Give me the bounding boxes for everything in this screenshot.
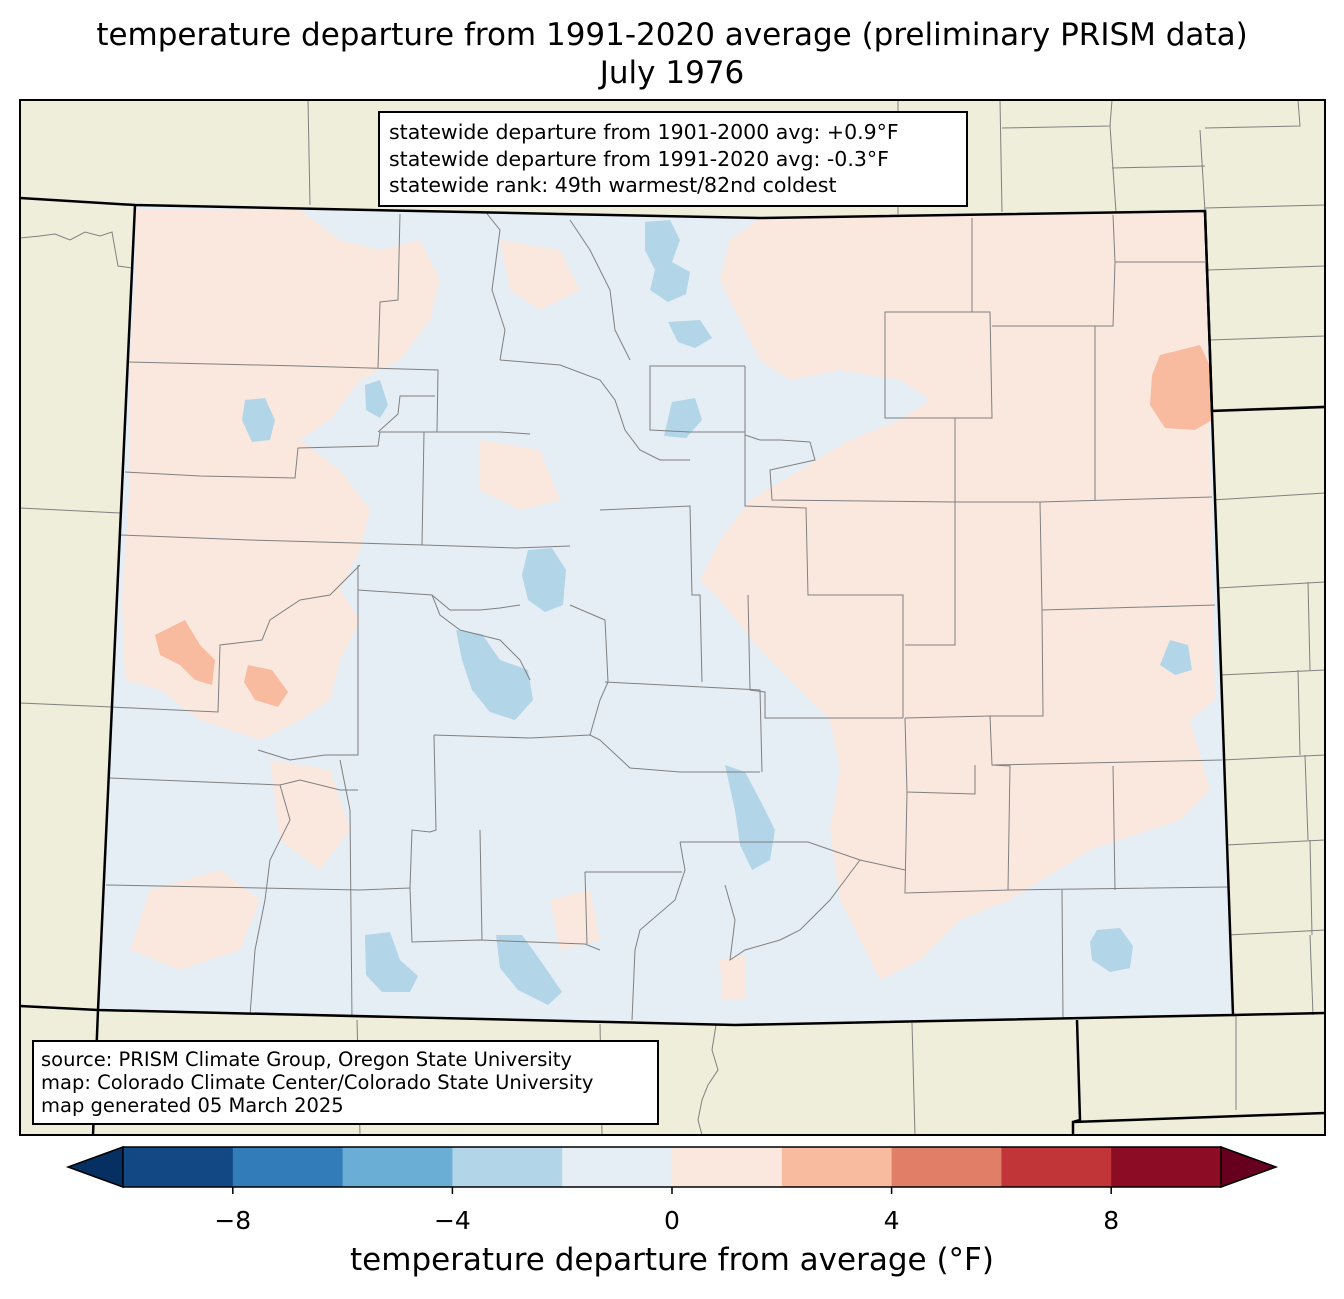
colorbar-tick-label: 4 — [884, 1206, 900, 1235]
colorbar-segment — [672, 1147, 783, 1187]
colorbar-segment — [232, 1147, 344, 1187]
colorbar-segment — [452, 1147, 563, 1187]
colorbar-segment — [342, 1147, 453, 1187]
map-credit-line: map: Colorado Climate Center/Colorado St… — [41, 1071, 594, 1094]
warm-anomaly-2to4 — [155, 345, 1212, 707]
warm-anomaly-areas — [122, 210, 1215, 1000]
colorbar-segment — [123, 1147, 234, 1187]
map-subtitle-date: July 1976 — [599, 55, 745, 91]
colorbar-segment — [891, 1147, 1002, 1187]
colorbar-tick-label: −4 — [434, 1206, 471, 1235]
colorbar-segment — [562, 1147, 673, 1187]
colorbar-tick-label: 8 — [1103, 1206, 1119, 1235]
source-box: source: PRISM Climate Group, Oregon Stat… — [32, 1040, 659, 1125]
county-lines — [105, 209, 1229, 1021]
colorbar-segment — [1111, 1147, 1222, 1187]
map-frame — [19, 99, 1326, 1136]
generated-date-line: map generated 05 March 2025 — [41, 1094, 344, 1117]
statewide-stats-box: statewide departure from 1901-2000 avg: … — [378, 111, 968, 207]
colorbar-extend-high — [1220, 1145, 1279, 1189]
colorbar-segment — [781, 1147, 893, 1187]
colorbar-label: temperature departure from average (°F) — [350, 1242, 994, 1278]
stats-departure-1991-2020: statewide departure from 1991-2020 avg: … — [389, 146, 889, 171]
stats-departure-1901-2000: statewide departure from 1901-2000 avg: … — [389, 120, 899, 144]
colorbar-segment — [1001, 1147, 1112, 1187]
stats-rank: statewide rank: 49th warmest/82nd coldes… — [389, 173, 837, 197]
cool-anomaly-areas — [242, 220, 1192, 1005]
colorbar-extend-low — [65, 1145, 124, 1189]
colorbar-tick-label: −8 — [214, 1206, 251, 1235]
colorbar-tick-label: 0 — [664, 1206, 680, 1235]
source-line: source: PRISM Climate Group, Oregon Stat… — [41, 1048, 572, 1071]
map-title: temperature departure from 1991-2020 ave… — [96, 17, 1248, 53]
